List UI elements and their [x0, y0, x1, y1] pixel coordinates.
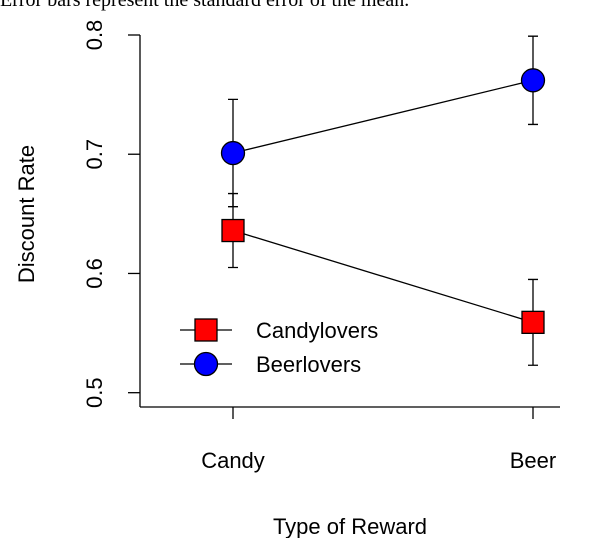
x-axis-label: Type of Reward [273, 514, 427, 538]
series-line [232, 79, 534, 154]
legend-marker [194, 318, 218, 342]
y-tick-label: 0.5 [82, 377, 107, 408]
x-tick-label: Candy [201, 448, 265, 473]
chart-subtitle: Error bars represent the standard error … [0, 0, 409, 11]
series-line [232, 229, 534, 323]
marker [221, 218, 245, 243]
y-tick-label: 0.8 [82, 20, 107, 51]
y-axis-label: Discount Rate [14, 145, 39, 283]
marker [520, 68, 546, 93]
legend-marker [193, 351, 219, 377]
y-tick-label: 0.7 [82, 139, 107, 170]
x-tick-label: Beer [510, 448, 556, 473]
legend-label: Candylovers [256, 318, 378, 343]
legend-label: Beerlovers [256, 352, 361, 377]
marker [521, 310, 545, 334]
marker [220, 140, 246, 166]
y-tick-label: 0.6 [82, 258, 107, 289]
